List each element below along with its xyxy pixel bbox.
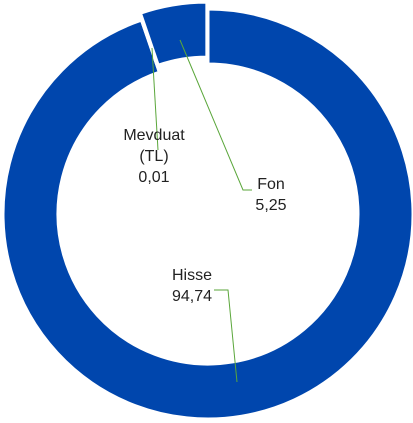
slice-label: Hisse bbox=[171, 267, 212, 284]
leader-line bbox=[214, 289, 238, 383]
leader-line bbox=[179, 39, 252, 191]
slice-label: Fon bbox=[257, 176, 285, 193]
donut-slice bbox=[138, 0, 209, 68]
slice-value-label: 5,25 bbox=[255, 197, 287, 214]
donut-slice bbox=[1, 7, 413, 421]
slice-label: Mevduat (TL) bbox=[123, 127, 185, 165]
slice-value-label: 0,01 bbox=[138, 169, 170, 186]
leader-line bbox=[151, 47, 159, 151]
slice-value-label: 94,74 bbox=[171, 288, 213, 305]
